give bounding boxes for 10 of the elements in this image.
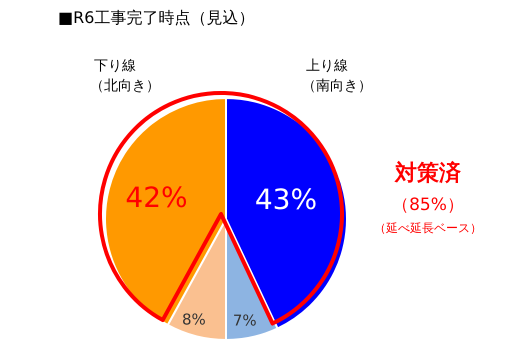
text: （85%）: [392, 195, 464, 215]
slice-label: 上り線（南向き）: [302, 57, 372, 96]
text: （延べ延長ベース）: [374, 221, 482, 235]
data-label: 7%: [232, 311, 257, 330]
slice-label: 下り線（北向き）: [90, 57, 160, 96]
data-label: 8%: [182, 310, 206, 328]
data-label: 42%: [125, 180, 188, 214]
text: 対策済: [394, 160, 462, 186]
chart-title: ■R6工事完了時点（見込）: [58, 8, 254, 29]
data-label: 43%: [254, 182, 318, 216]
